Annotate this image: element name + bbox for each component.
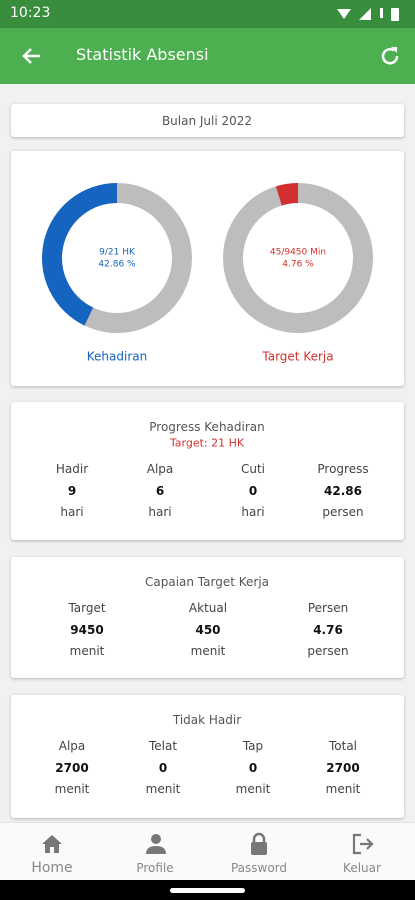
column-value: 0 [248,484,258,498]
column-header: Hadir [55,462,89,476]
donut-line2: 42.86 % [98,260,136,270]
donut-card: 9/21 HK 42.86 % Kehadiran 45/9450 Min 4.76 %… [11,151,404,386]
column-header: Aktual [188,601,228,615]
column-header: Persen [307,601,349,615]
back-button[interactable] [20,45,42,67]
card-title: Capaian Target Kerja [144,575,270,589]
column-unit: hari [60,505,84,519]
password-icon [251,832,267,855]
column-header: Alpa [146,462,174,476]
column-value: 450 [195,623,221,637]
donut-line1: 9/21 HK [99,248,136,258]
card-subtitle: Target: 21 HK [169,436,245,450]
column-unit: menit [325,782,361,796]
column-value: 42.86 [324,484,362,498]
column-value: 0 [248,761,258,775]
column-unit: persen [322,505,364,519]
nav-label: Password [230,861,288,875]
donut-caption: Target Kerja [261,350,333,364]
month-label: Bulan Juli 2022 [161,114,253,128]
column-value: 4.76 [313,623,343,637]
logout-icon [352,833,374,855]
column-unit: menit [190,644,226,658]
home-indicator [170,888,245,893]
donut-arc [42,183,118,326]
column-unit: hari [148,505,172,519]
app-bar: Statistik Absensi [0,28,415,84]
column-header: Alpa [58,739,86,753]
column-header: Progress [317,462,369,476]
column-header: Cuti [240,462,266,476]
donut-line1: 45/9450 Min [270,248,326,258]
column-value: 2700 [55,761,89,775]
column-value: 2700 [326,761,360,775]
nav-label: Profile [136,861,174,875]
column-unit: menit [145,782,181,796]
column-header: Total [328,739,358,753]
stat-card: Capaian Target Kerja Target 9450 menit Aktua… [11,557,404,678]
card-title: Progress Kehadiran [149,420,265,434]
system-nav [0,880,415,900]
donut-arc [275,183,299,206]
donut-line2: 4.76 % [282,260,314,270]
column-value: 9450 [70,623,104,637]
nav-label: Home [31,860,73,876]
status-icons [337,8,399,21]
column-unit: persen [307,644,349,658]
card-title: Tidak Hadir [172,713,242,727]
column-unit: hari [241,505,265,519]
nav-label: Keluar [343,861,381,875]
column-value: 9 [67,484,77,498]
profile-icon [146,834,166,854]
donut-track [223,183,373,333]
stat-card: Tidak Hadir Alpa 2700 menit Telat 0 menit Tap 0 m… [11,695,404,818]
column-header: Target [68,601,106,615]
column-unit: menit [235,782,271,796]
app-title: Statistik Absensi [76,45,209,64]
column-value: 6 [155,484,165,498]
donut-caption: Kehadiran [87,350,147,364]
month-card: Bulan Juli 2022 [11,104,404,137]
status-bar: 10:23 [0,0,415,28]
home-icon [42,835,62,853]
column-unit: menit [54,782,90,796]
refresh-button[interactable] [378,44,402,68]
status-time: 10:23 [10,5,51,21]
column-header: Telat [148,739,178,753]
donut-charts: 9/21 HK 42.86 % Kehadiran 45/9450 Min 4.76 %… [42,183,373,364]
column-unit: menit [69,644,105,658]
column-header: Tap [242,739,264,753]
bottom-nav: Home Profile Password Keluar [0,822,415,881]
column-value: 0 [158,761,168,775]
stat-card: Progress Kehadiran Target: 21 HK Hadir 9 har… [11,402,404,540]
